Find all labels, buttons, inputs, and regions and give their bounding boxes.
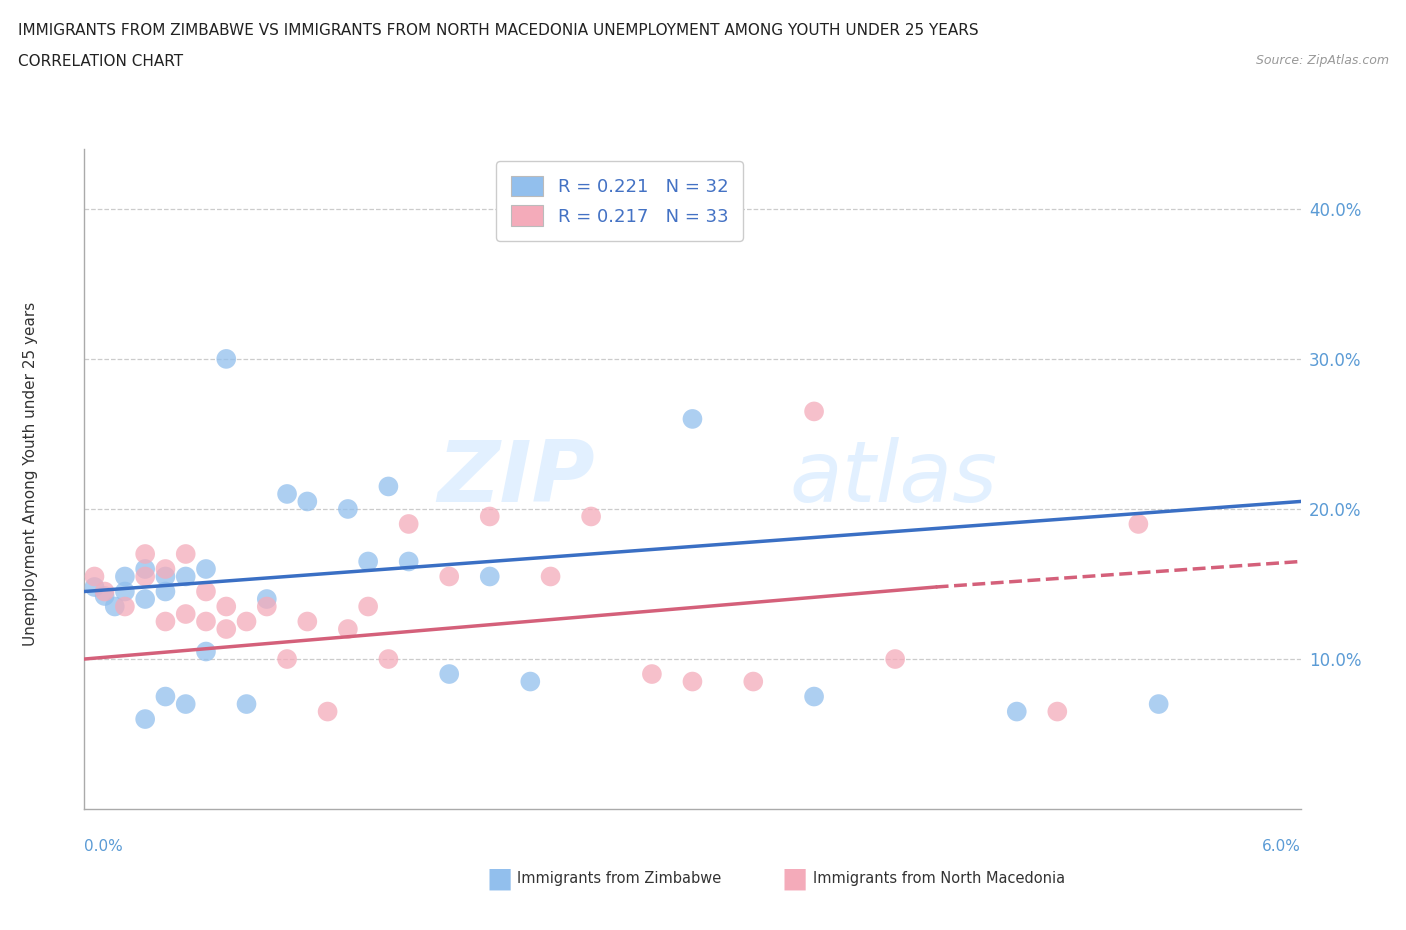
Point — [134, 569, 156, 584]
Point — [1005, 704, 1028, 719]
Point — [398, 554, 420, 569]
Legend: R = 0.221   N = 32, R = 0.217   N = 33: R = 0.221 N = 32, R = 0.217 N = 33 — [496, 161, 742, 241]
Point — [641, 217, 664, 232]
Point — [155, 689, 177, 704]
Text: atlas: atlas — [790, 437, 998, 521]
Point — [83, 569, 105, 584]
Text: Source: ZipAtlas.com: Source: ZipAtlas.com — [1256, 54, 1389, 67]
Point — [316, 704, 339, 719]
Point — [194, 562, 218, 577]
Point — [742, 674, 765, 689]
Point — [256, 599, 278, 614]
Point — [377, 479, 399, 494]
Point — [155, 569, 177, 584]
Point — [93, 584, 115, 599]
Text: Immigrants from Zimbabwe: Immigrants from Zimbabwe — [517, 871, 721, 886]
Point — [235, 697, 257, 711]
Point — [155, 614, 177, 629]
Point — [1046, 704, 1069, 719]
Point — [276, 486, 298, 501]
Text: Unemployment Among Youth under 25 years: Unemployment Among Youth under 25 years — [24, 302, 38, 646]
Text: 0.0%: 0.0% — [84, 839, 124, 854]
Point — [114, 584, 136, 599]
Point — [297, 614, 319, 629]
Point — [194, 644, 218, 659]
Point — [803, 404, 825, 418]
Point — [439, 667, 461, 682]
Point — [357, 599, 380, 614]
Point — [174, 547, 197, 562]
Point — [155, 584, 177, 599]
Point — [439, 569, 461, 584]
Point — [174, 569, 197, 584]
Point — [682, 411, 704, 426]
Point — [215, 352, 238, 366]
Point — [134, 547, 156, 562]
Point — [134, 562, 156, 577]
Point — [336, 501, 359, 516]
Point — [155, 562, 177, 577]
Text: IMMIGRANTS FROM ZIMBABWE VS IMMIGRANTS FROM NORTH MACEDONIA UNEMPLOYMENT AMONG Y: IMMIGRANTS FROM ZIMBABWE VS IMMIGRANTS F… — [18, 23, 979, 38]
Text: Immigrants from North Macedonia: Immigrants from North Macedonia — [813, 871, 1064, 886]
Point — [1147, 697, 1170, 711]
Point — [357, 554, 380, 569]
Point — [540, 569, 562, 584]
Point — [276, 652, 298, 667]
Point — [478, 569, 501, 584]
Point — [235, 614, 257, 629]
Text: ■: ■ — [782, 865, 807, 893]
Point — [93, 589, 115, 604]
Point — [377, 652, 399, 667]
Point — [256, 591, 278, 606]
Text: CORRELATION CHART: CORRELATION CHART — [18, 54, 183, 69]
Point — [104, 599, 127, 614]
Point — [884, 652, 907, 667]
Point — [519, 674, 541, 689]
Point — [478, 509, 501, 524]
Point — [215, 621, 238, 636]
Point — [398, 516, 420, 531]
Point — [579, 509, 602, 524]
Point — [194, 614, 218, 629]
Point — [174, 697, 197, 711]
Point — [336, 621, 359, 636]
Point — [114, 569, 136, 584]
Text: ■: ■ — [486, 865, 512, 893]
Point — [83, 579, 105, 594]
Point — [174, 606, 197, 621]
Point — [1128, 516, 1150, 531]
Point — [134, 591, 156, 606]
Point — [134, 711, 156, 726]
Point — [297, 494, 319, 509]
Point — [682, 674, 704, 689]
Text: ZIP: ZIP — [437, 437, 595, 521]
Point — [194, 584, 218, 599]
Point — [641, 667, 664, 682]
Point — [215, 599, 238, 614]
Text: 6.0%: 6.0% — [1261, 839, 1301, 854]
Point — [803, 689, 825, 704]
Point — [114, 599, 136, 614]
